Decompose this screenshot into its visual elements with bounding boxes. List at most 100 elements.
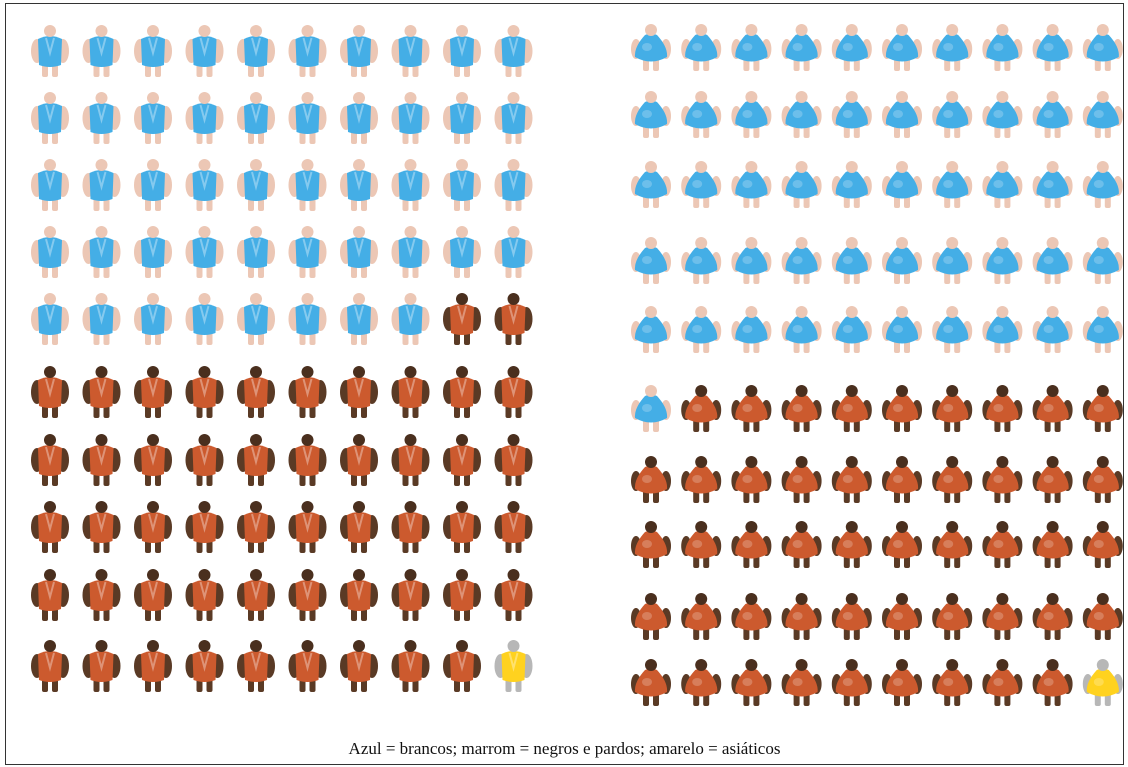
person-icon-blue [185, 92, 224, 144]
person-icon-brown [631, 593, 671, 640]
person-icon-blue [982, 237, 1023, 284]
person-icon-blue [288, 293, 327, 345]
person-icon-brown [288, 569, 327, 621]
person-icon-brown [494, 366, 533, 418]
person-icon-brown [134, 501, 172, 553]
person-icon-blue [1032, 91, 1073, 138]
person-icon-blue [391, 92, 430, 144]
person-icon-brown [681, 456, 722, 503]
person-icon-brown [781, 456, 822, 503]
person-icon-blue [82, 159, 121, 211]
person-icon-blue [185, 25, 224, 77]
person-icon-brown [932, 385, 973, 432]
person-icon-brown [494, 434, 533, 486]
person-icon-blue [391, 293, 430, 345]
person-icon-blue [288, 159, 327, 211]
person-icon-blue [781, 24, 822, 71]
person-icon-blue [494, 25, 533, 77]
person-icon-blue [134, 92, 172, 144]
person-icon-brown [82, 434, 121, 486]
person-icon-brown [288, 366, 327, 418]
person-icon-brown [340, 569, 378, 621]
person-icon-brown [134, 569, 172, 621]
person-icon-brown [340, 501, 378, 553]
person-icon-blue [494, 159, 533, 211]
person-icon-brown [831, 593, 872, 640]
person-icon-blue [631, 161, 671, 208]
person-icon-brown [831, 521, 872, 568]
legend-caption: Azul = brancos; marrom = negros e pardos… [348, 739, 781, 758]
person-icon-blue [882, 306, 922, 353]
person-icon-blue [31, 25, 69, 77]
person-icon-brown [982, 593, 1023, 640]
person-icon-brown [731, 456, 772, 503]
person-icon-blue [1082, 237, 1123, 284]
person-icon-brown [185, 501, 224, 553]
person-icon-blue [443, 25, 481, 77]
person-icon-blue [237, 92, 275, 144]
person-icon-blue [340, 293, 378, 345]
person-icon-brown [731, 593, 772, 640]
person-icon-blue [134, 159, 172, 211]
person-icon-brown [31, 640, 69, 692]
person-icon-blue [882, 24, 922, 71]
person-icon-brown [681, 385, 722, 432]
person-icon-brown [1082, 385, 1123, 432]
pictogram-panel-left [31, 25, 533, 692]
person-icon-blue [731, 237, 772, 284]
person-icon-blue [391, 226, 430, 278]
person-icon-blue [932, 161, 973, 208]
person-icon-blue [391, 159, 430, 211]
person-icon-brown [443, 501, 481, 553]
person-icon-blue [681, 24, 722, 71]
person-icon-blue [494, 92, 533, 144]
pictogram-chart [31, 24, 1123, 706]
person-icon-blue [31, 92, 69, 144]
person-icon-blue [982, 161, 1023, 208]
person-icon-blue [882, 161, 922, 208]
person-icon-brown [882, 456, 922, 503]
person-icon-blue [781, 306, 822, 353]
person-icon-blue [731, 306, 772, 353]
person-icon-blue [932, 24, 973, 71]
person-icon-brown [982, 521, 1023, 568]
person-icon-brown [731, 521, 772, 568]
person-icon-brown [185, 434, 224, 486]
person-icon-brown [882, 385, 922, 432]
person-icon-blue [1082, 306, 1123, 353]
person-icon-blue [932, 306, 973, 353]
person-icon-brown [237, 640, 275, 692]
person-icon-brown [781, 593, 822, 640]
person-icon-brown [391, 569, 430, 621]
person-icon-blue [443, 226, 481, 278]
person-icon-blue [391, 25, 430, 77]
person-icon-brown [781, 521, 822, 568]
person-icon-blue [982, 91, 1023, 138]
person-icon-blue [340, 226, 378, 278]
person-icon-brown [82, 569, 121, 621]
person-icon-blue [882, 91, 922, 138]
person-icon-brown [731, 385, 772, 432]
person-icon-blue [1032, 237, 1073, 284]
person-icon-brown [443, 434, 481, 486]
person-icon-yellow [494, 640, 533, 692]
person-icon-brown [494, 569, 533, 621]
person-icon-brown [134, 640, 172, 692]
person-icon-blue [882, 237, 922, 284]
person-icon-blue [237, 293, 275, 345]
person-icon-brown [391, 366, 430, 418]
person-icon-blue [781, 237, 822, 284]
person-icon-brown [1032, 456, 1073, 503]
person-icon-blue [443, 159, 481, 211]
person-icon-brown [1082, 593, 1123, 640]
person-icon-brown [288, 501, 327, 553]
person-icon-blue [1082, 24, 1123, 71]
person-icon-blue [681, 91, 722, 138]
person-icon-blue [681, 306, 722, 353]
person-icon-blue [185, 226, 224, 278]
pictogram-panel-right [631, 24, 1123, 706]
person-icon-blue [831, 306, 872, 353]
person-icon-brown [443, 293, 481, 345]
person-icon-blue [494, 226, 533, 278]
person-icon-blue [237, 226, 275, 278]
